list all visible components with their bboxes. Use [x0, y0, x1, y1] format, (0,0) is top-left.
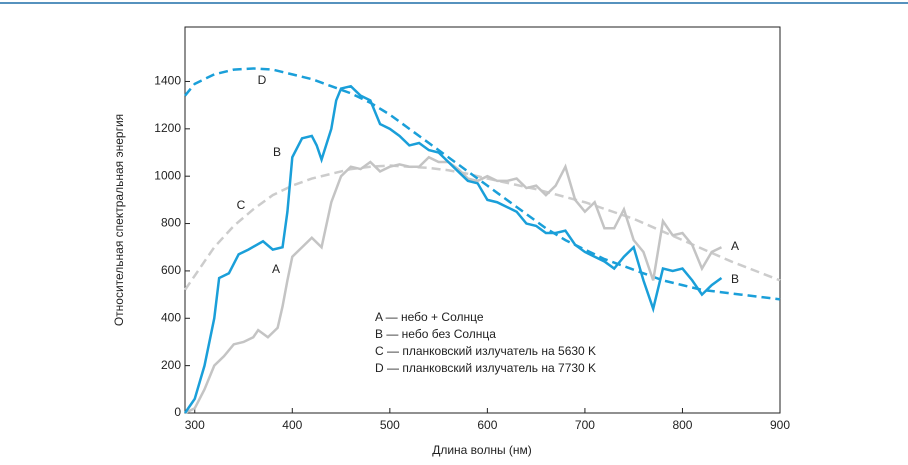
- legend-entry: A — небо + Солнце: [375, 310, 484, 324]
- y-tick-label: 1000: [154, 168, 181, 182]
- legend-entry: C — планковский излучатель на 5630 K: [375, 344, 596, 358]
- curve-label: A: [731, 239, 739, 253]
- y-tick-label: 600: [161, 263, 181, 277]
- x-tick-label: 800: [672, 418, 692, 432]
- y-tick-label: 0: [174, 405, 181, 419]
- x-tick-label: 300: [185, 418, 205, 432]
- y-tick-label: 800: [161, 216, 181, 230]
- plot-frame: [184, 26, 781, 414]
- curve-label: B: [731, 272, 739, 286]
- legend-entry: D — планковский излучатель на 7730 K: [375, 361, 596, 375]
- y-tick-label: 200: [161, 358, 181, 372]
- series-line: [184, 155, 723, 415]
- x-tick-label: 500: [380, 418, 400, 432]
- y-tick-label: 1200: [154, 121, 181, 135]
- y-tick-label: 1400: [154, 74, 181, 88]
- x-tick-label: 900: [770, 418, 790, 432]
- legend-entry: B — небо без Солнца: [375, 327, 496, 341]
- x-tick-label: 700: [575, 418, 595, 432]
- x-tick-label: 400: [282, 418, 302, 432]
- x-tick-label: 600: [477, 418, 497, 432]
- curve-label: B: [273, 145, 281, 159]
- curve-label: C: [237, 198, 246, 212]
- series-line: [184, 67, 781, 301]
- y-tick-label: 400: [161, 310, 181, 324]
- curve-label: D: [258, 73, 267, 87]
- series-line: [183, 84, 723, 414]
- y-axis-label: Относительная спектральная энергия: [112, 114, 126, 326]
- curve-label: A: [272, 262, 280, 276]
- x-axis-label: Длина волны (нм): [432, 443, 532, 457]
